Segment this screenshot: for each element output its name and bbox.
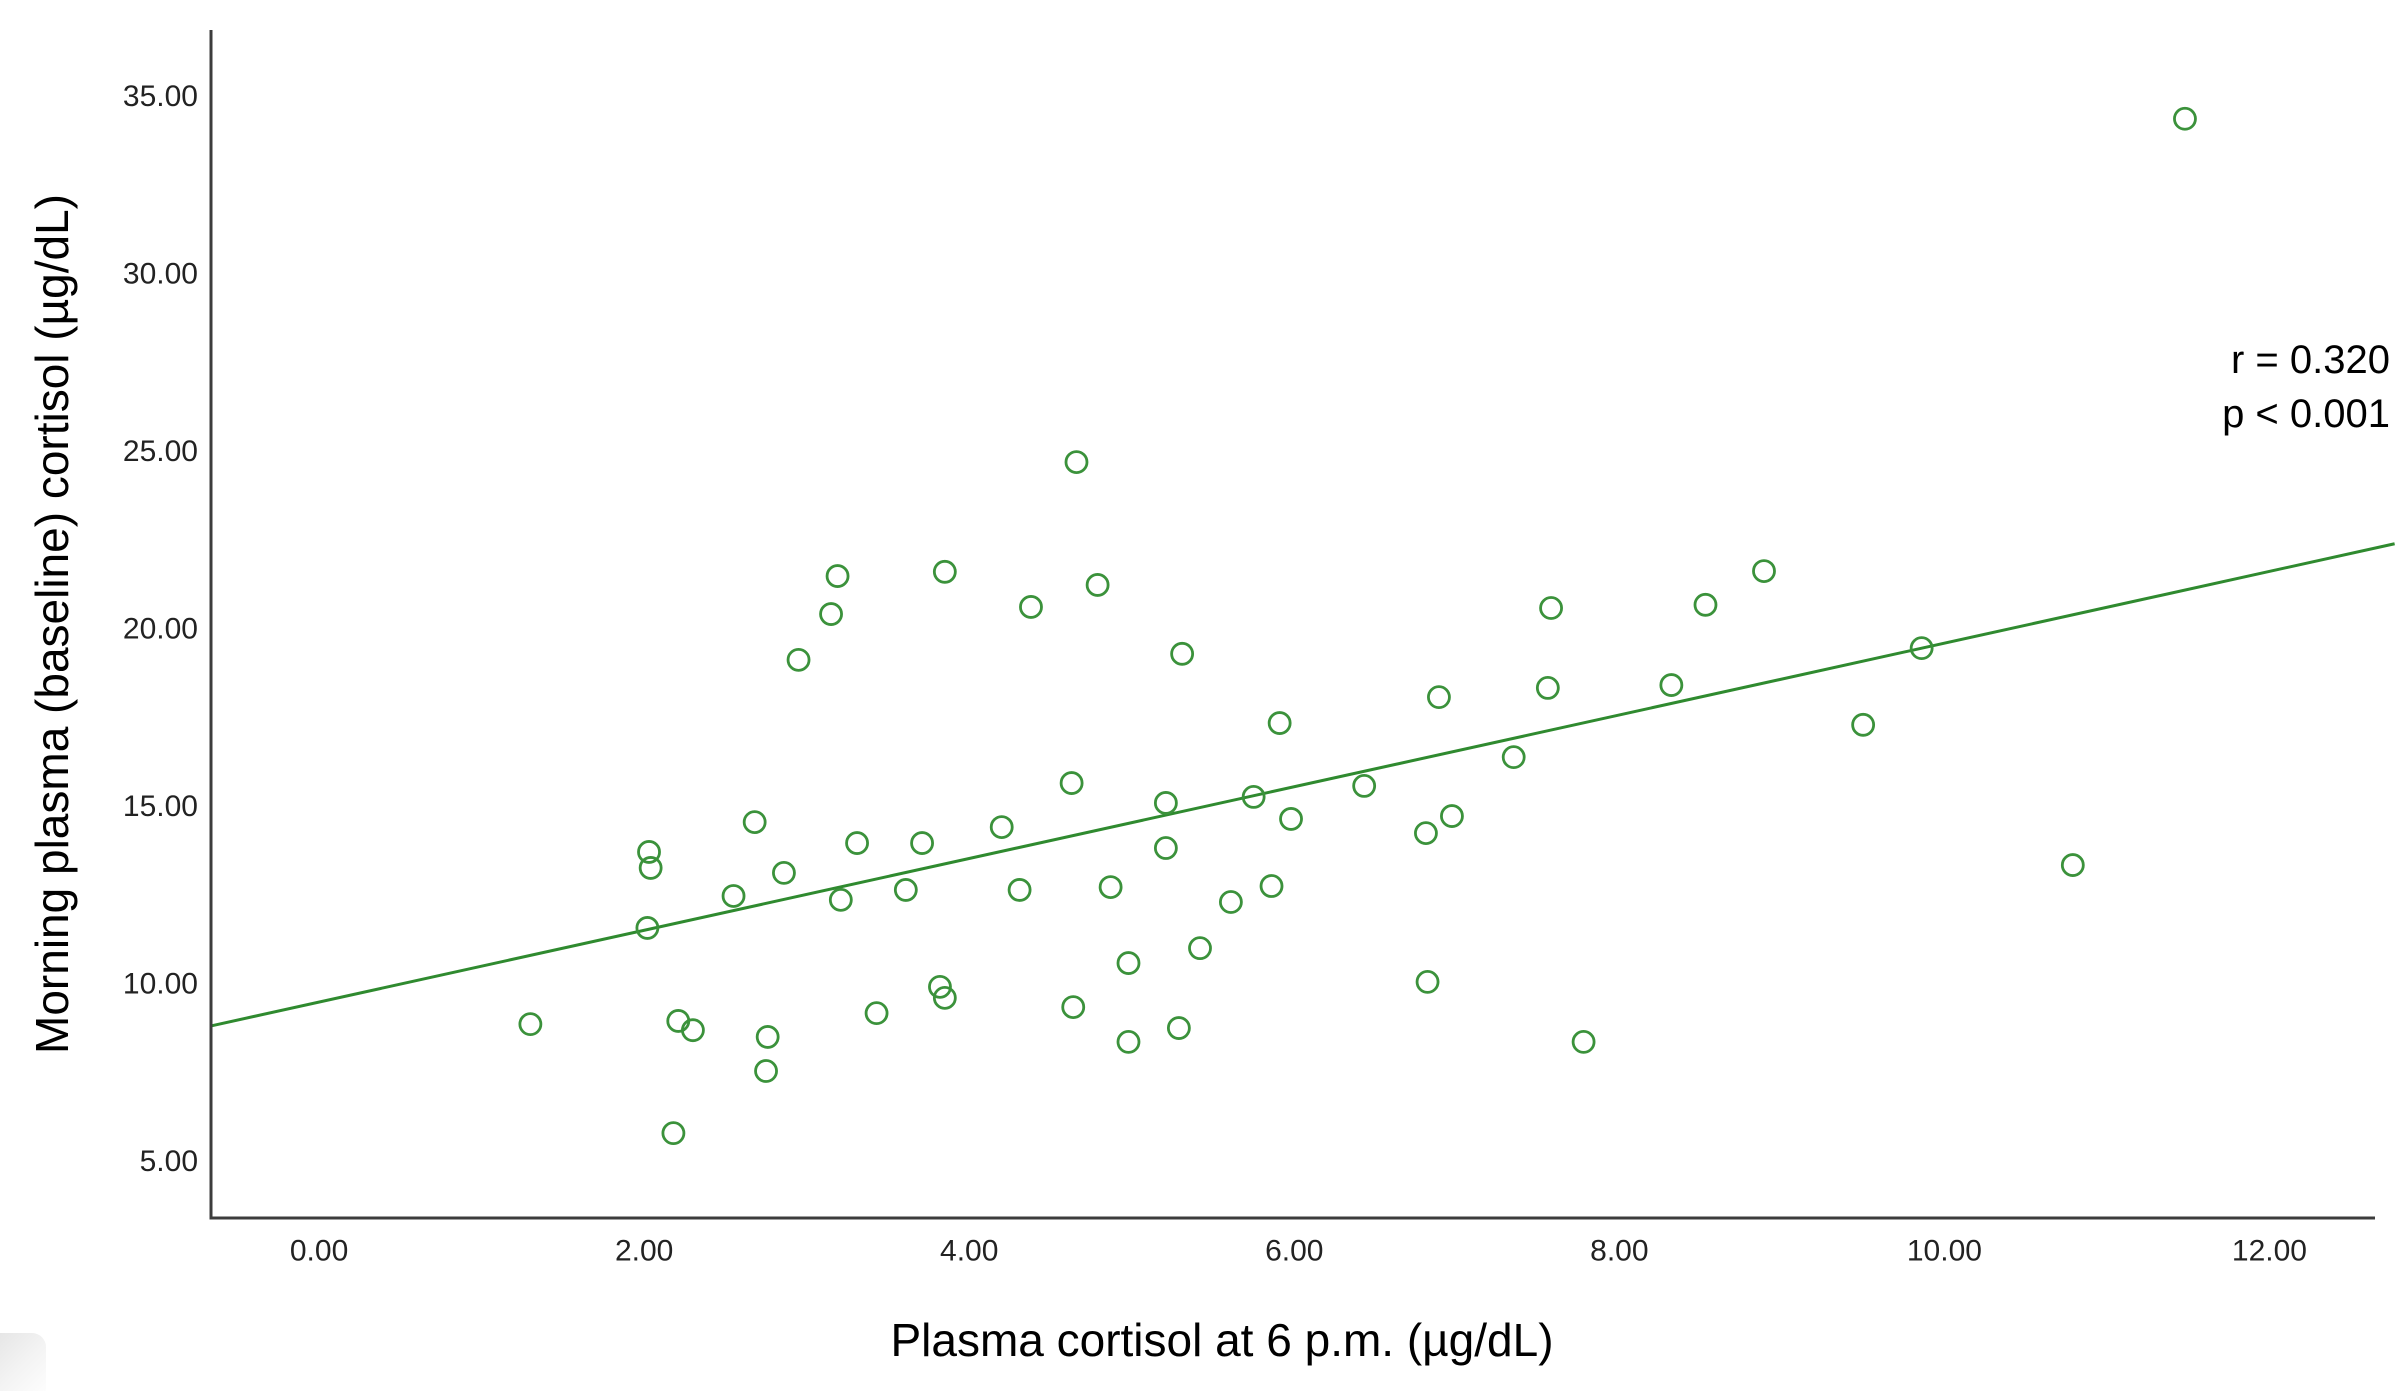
data-point — [1415, 969, 1440, 994]
y-tick-label: 30.00 — [123, 257, 198, 290]
data-point — [518, 1012, 543, 1037]
data-point — [1427, 685, 1451, 710]
data-point — [755, 1025, 780, 1049]
y-tick-label: 5.00 — [140, 1145, 198, 1178]
data-point — [1752, 559, 1776, 583]
y-tick-label: 15.00 — [123, 790, 198, 823]
pvalue-annotation: p < 0.001 — [2222, 392, 2390, 436]
data-point — [786, 647, 811, 672]
data-point — [1693, 592, 1718, 617]
data-point — [864, 1001, 889, 1026]
data-point — [1061, 995, 1086, 1019]
data-point — [2060, 853, 2085, 877]
data-point — [932, 559, 957, 584]
y-axis-title: Morning plasma (baseline) cortisol (µg/d… — [26, 194, 78, 1054]
data-point — [1267, 711, 1292, 735]
data-point — [1166, 1016, 1191, 1040]
data-point — [825, 564, 850, 588]
data-point — [928, 974, 952, 999]
data-point — [2173, 106, 2197, 131]
data-point — [1188, 936, 1212, 961]
data-point — [1279, 807, 1303, 831]
data-point — [1241, 785, 1266, 809]
y-tick-label: 35.00 — [123, 80, 198, 113]
data-point — [1059, 771, 1084, 795]
x-tick-label: 2.00 — [615, 1235, 673, 1268]
x-tick-label: 4.00 — [940, 1235, 998, 1268]
data-point — [1218, 890, 1243, 914]
data-point — [828, 887, 853, 912]
data-point — [1851, 712, 1876, 737]
data-point — [893, 878, 918, 902]
data-point — [845, 831, 869, 855]
data-point — [1153, 836, 1178, 860]
data-point — [1535, 676, 1560, 700]
x-axis-title: Plasma cortisol at 6 p.m. (µg/dL) — [890, 1314, 1553, 1366]
y-tick-label: 25.00 — [123, 435, 198, 468]
corner-artifact — [0, 1333, 46, 1391]
data-point — [1019, 595, 1043, 619]
data-point — [742, 810, 767, 835]
data-point — [1501, 745, 1526, 770]
data-point — [1116, 1029, 1141, 1054]
data-point — [819, 602, 843, 626]
data-point — [681, 1018, 705, 1043]
data-point — [637, 840, 661, 864]
trend-line — [210, 542, 2395, 1028]
data-point — [1170, 641, 1195, 666]
data-point — [1909, 636, 1934, 661]
data-point — [754, 1059, 778, 1083]
correlation-annotation: r = 0.320 — [2231, 338, 2390, 382]
data-point — [635, 916, 660, 940]
data-point — [638, 856, 663, 880]
y-tick-label: 20.00 — [123, 612, 198, 645]
data-point — [1539, 596, 1563, 620]
x-tick-label: 8.00 — [1590, 1235, 1648, 1268]
data-point — [1064, 450, 1089, 474]
x-tick-label: 12.00 — [2232, 1235, 2307, 1268]
y-tick-label: 10.00 — [123, 968, 198, 1001]
data-point — [1007, 878, 1032, 902]
x-tick-label: 0.00 — [290, 1235, 348, 1268]
data-point — [1414, 821, 1438, 846]
data-point — [1352, 774, 1377, 798]
data-point — [1259, 874, 1284, 898]
data-point — [1098, 875, 1123, 899]
data-point — [1085, 573, 1110, 597]
data-point — [1659, 673, 1684, 697]
data-point — [772, 860, 796, 885]
data-point — [721, 884, 746, 908]
x-tick-label: 10.00 — [1907, 1235, 1982, 1268]
data-point — [661, 1121, 686, 1146]
data-point — [932, 985, 957, 1010]
x-tick-label: 6.00 — [1265, 1235, 1323, 1268]
data-point — [989, 815, 1014, 839]
data-point — [1116, 951, 1141, 975]
data-point — [1571, 1029, 1596, 1054]
data-point — [1440, 804, 1464, 828]
data-point — [910, 831, 934, 855]
data-point — [1153, 791, 1178, 815]
